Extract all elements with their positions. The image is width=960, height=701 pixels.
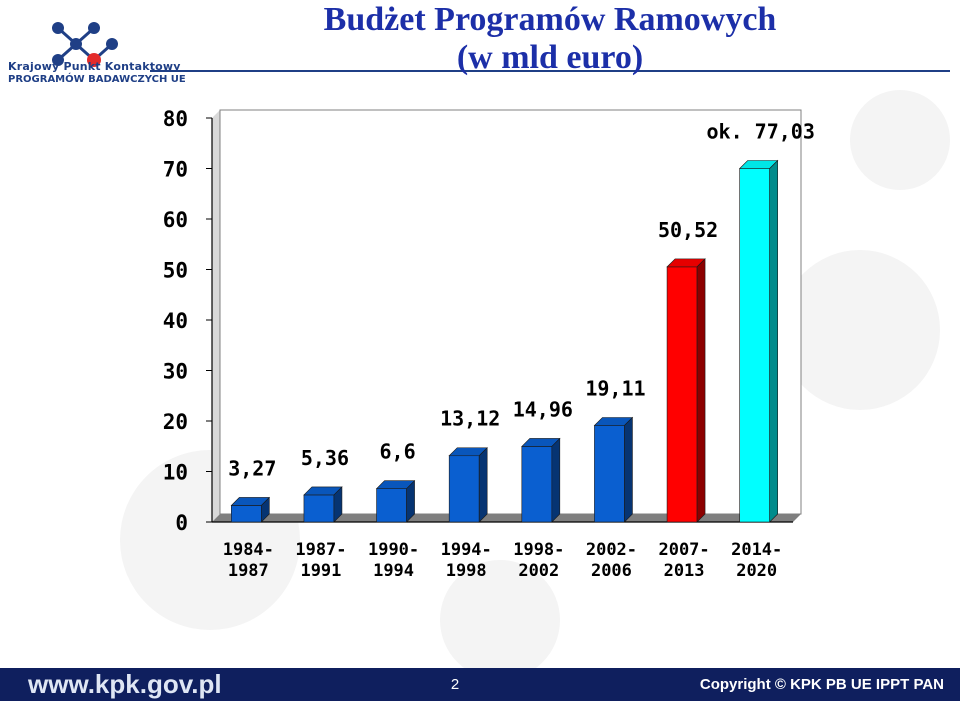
bar-side-face xyxy=(696,258,706,523)
bar-side-face xyxy=(406,479,415,523)
footer-url[interactable]: www.kpk.gov.pl xyxy=(28,669,222,699)
bar xyxy=(521,446,553,523)
y-tick-label: 30 xyxy=(163,360,188,384)
data-label: 13,12 xyxy=(440,407,500,431)
x-tick-label: 2014- xyxy=(731,540,782,560)
x-tick-label: 1998 xyxy=(446,561,487,581)
x-tick-label: 1987 xyxy=(228,561,269,581)
logo-text-line1: Krajowy Punkt Kontaktowy xyxy=(8,60,181,73)
y-tick-label: 40 xyxy=(163,309,188,333)
slide-title: Budżet Programów Ramowych xyxy=(323,1,777,38)
bar xyxy=(666,266,698,523)
bar-side-face xyxy=(261,496,270,523)
y-tick-label: 80 xyxy=(163,107,188,131)
kpk-logo xyxy=(52,22,118,67)
footer-bar: www.kpk.gov.pl 2 Copyright © KPK PB UE I… xyxy=(0,668,960,701)
bar xyxy=(739,168,770,523)
data-label: 19,11 xyxy=(585,376,645,400)
x-tick-label: 2002 xyxy=(518,561,559,581)
bar-side-face xyxy=(333,486,343,523)
x-tick-label: 1994 xyxy=(373,561,414,581)
bar xyxy=(303,494,335,523)
chart-floor xyxy=(212,514,801,522)
data-label: 6,6 xyxy=(380,440,416,464)
data-label: 14,96 xyxy=(513,397,573,421)
y-tick-label: 10 xyxy=(163,461,188,485)
chart-side-wall xyxy=(212,110,220,522)
logo-text-line2: PROGRAMÓW BADAWCZYCH UE xyxy=(8,74,186,85)
x-tick-label: 2020 xyxy=(736,561,777,581)
x-tick-label: 2006 xyxy=(591,561,632,581)
y-tick-label: 20 xyxy=(163,410,188,434)
y-tick-label: 50 xyxy=(163,259,188,283)
bar-side-face xyxy=(551,437,561,523)
budget-bar-chart: 010203040506070803,271984-19875,361987-1… xyxy=(163,107,815,581)
data-label: 5,36 xyxy=(301,446,349,470)
bar-side-face xyxy=(478,447,488,523)
x-tick-label: 1990- xyxy=(368,540,419,560)
data-label: 50,52 xyxy=(658,218,718,242)
bar-side-face xyxy=(624,416,633,523)
x-tick-label: 2013 xyxy=(664,561,705,581)
bar xyxy=(594,425,625,523)
x-tick-label: 2007- xyxy=(658,540,709,560)
x-tick-label: 1987- xyxy=(295,540,346,560)
slide-subtitle: (w mld euro) xyxy=(456,39,644,76)
data-label: 3,27 xyxy=(228,456,276,480)
data-label: ok. 77,03 xyxy=(707,120,815,144)
y-tick-label: 0 xyxy=(175,511,188,535)
bar xyxy=(448,455,480,523)
copyright-text: Copyright © KPK PB UE IPPT PAN xyxy=(699,676,944,693)
bar-side-face xyxy=(769,159,778,523)
x-tick-label: 1994- xyxy=(441,540,492,560)
x-tick-label: 2002- xyxy=(586,540,637,560)
x-tick-label: 1984- xyxy=(223,540,274,560)
bar xyxy=(376,488,407,523)
page-number: 2 xyxy=(450,676,460,693)
x-tick-label: 1998- xyxy=(513,540,564,560)
x-tick-label: 1991 xyxy=(300,561,341,581)
y-tick-label: 60 xyxy=(163,208,188,232)
header-rule xyxy=(150,70,950,72)
y-tick-label: 70 xyxy=(163,158,188,182)
bar xyxy=(231,505,262,523)
